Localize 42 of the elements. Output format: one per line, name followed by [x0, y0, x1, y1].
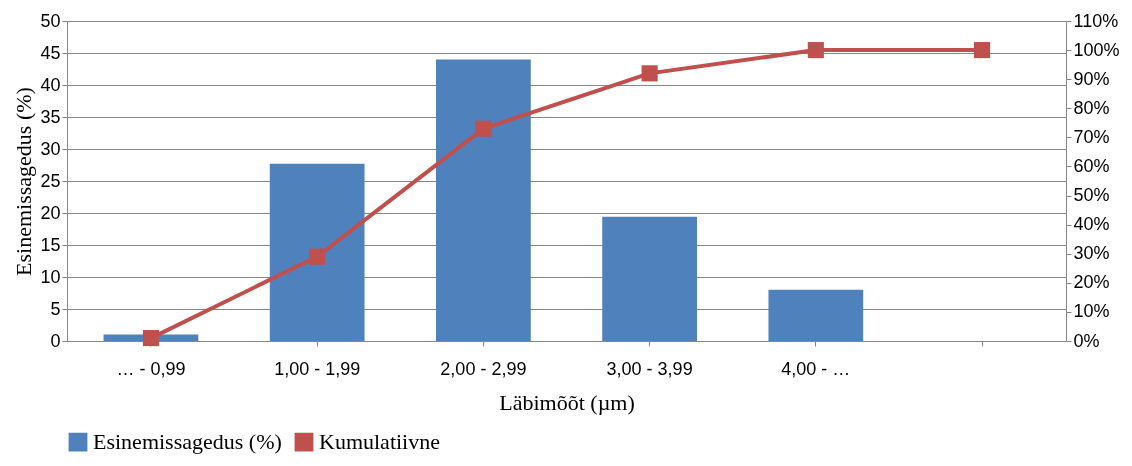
- y2-tick-label: 20%: [1073, 272, 1110, 293]
- y-tick-label: 0: [50, 330, 61, 351]
- y-tick-label: 15: [40, 234, 61, 255]
- point: [475, 120, 492, 137]
- x-tick-label: 1,00 - 1,99: [274, 358, 361, 379]
- y2-tick-label: 0%: [1073, 330, 1100, 351]
- y2-tick-label: 90%: [1073, 68, 1110, 89]
- bar: [768, 289, 864, 341]
- y-axis-title: Esinemissagedus (%): [11, 87, 37, 276]
- y2-tick-label: 50%: [1073, 185, 1110, 206]
- x-axis-title: Läbimõõt (µm): [499, 389, 635, 415]
- y2-tick-label: 70%: [1073, 126, 1110, 147]
- y2-tick-label: 30%: [1073, 243, 1110, 264]
- x-tick-label: … - 0,99: [116, 358, 186, 379]
- point: [974, 42, 991, 59]
- bar: [269, 163, 365, 341]
- y2-tick-label: 40%: [1073, 214, 1110, 235]
- y-tick-label: 40: [40, 74, 61, 95]
- legend-label: Esinemissagedus (%): [93, 429, 282, 455]
- bar: [436, 59, 531, 341]
- y-tick-label: 30: [40, 138, 61, 159]
- point: [142, 330, 160, 347]
- x-tick-label: 4,00 - …: [781, 358, 851, 379]
- y2-tick-label: 100%: [1073, 39, 1120, 60]
- point: [309, 248, 326, 265]
- legend-label: Kumulatiivne: [319, 429, 440, 455]
- y-tick-label: 45: [40, 42, 61, 63]
- point: [807, 42, 824, 59]
- x-tick-label: 2,00 - 2,99: [440, 358, 527, 379]
- y-tick-label: 35: [40, 106, 61, 127]
- y-tick-label: 20: [40, 202, 61, 223]
- x-tick-label: 3,00 - 3,99: [606, 358, 693, 379]
- point: [641, 65, 658, 82]
- bar: [602, 216, 697, 341]
- y2-tick-label: 10%: [1073, 301, 1110, 322]
- y-tick-label: 50: [40, 10, 61, 31]
- y2-tick-label: 60%: [1073, 155, 1110, 176]
- y2-tick-label: 80%: [1073, 97, 1110, 118]
- y-tick-label: 10: [40, 266, 61, 287]
- y-tick-label: 25: [40, 170, 61, 191]
- y-tick-label: 5: [50, 298, 61, 319]
- y2-tick-label: 110%: [1073, 10, 1119, 31]
